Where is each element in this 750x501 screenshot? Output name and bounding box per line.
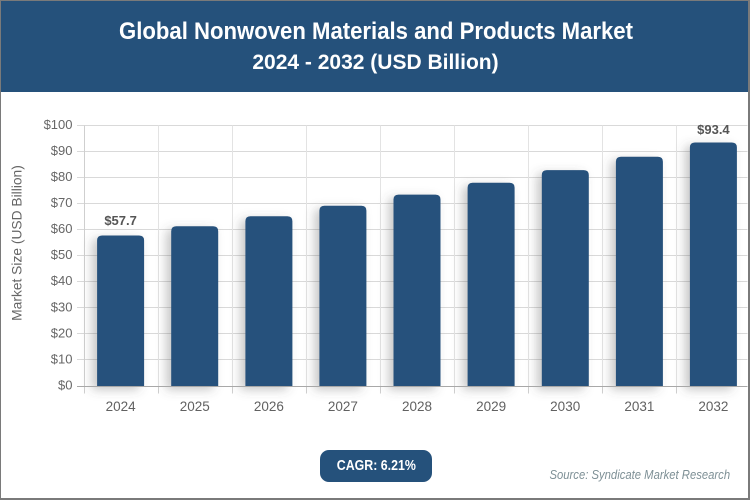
svg-text:$100: $100 <box>44 117 73 132</box>
svg-text:$80: $80 <box>51 169 73 184</box>
svg-text:2028: 2028 <box>402 399 432 414</box>
svg-text:2025: 2025 <box>180 399 210 414</box>
svg-text:$93.4: $93.4 <box>697 122 730 137</box>
svg-text:$0: $0 <box>58 377 72 392</box>
svg-text:$20: $20 <box>51 325 73 340</box>
svg-text:2030: 2030 <box>550 399 580 414</box>
svg-text:2031: 2031 <box>624 399 654 414</box>
svg-text:$57.7: $57.7 <box>104 213 137 228</box>
svg-text:2026: 2026 <box>254 399 284 414</box>
svg-text:2032: 2032 <box>698 399 728 414</box>
svg-text:$50: $50 <box>51 247 73 262</box>
svg-text:$60: $60 <box>51 221 73 236</box>
svg-text:2024: 2024 <box>106 399 137 414</box>
svg-text:$70: $70 <box>51 195 73 210</box>
svg-text:Market Size (USD Billion): Market Size (USD Billion) <box>10 165 25 321</box>
svg-text:$40: $40 <box>51 273 73 288</box>
svg-text:2027: 2027 <box>328 399 358 414</box>
svg-text:$30: $30 <box>51 299 73 314</box>
svg-text:$90: $90 <box>51 143 73 158</box>
svg-text:$10: $10 <box>51 351 73 366</box>
svg-text:2029: 2029 <box>476 399 506 414</box>
